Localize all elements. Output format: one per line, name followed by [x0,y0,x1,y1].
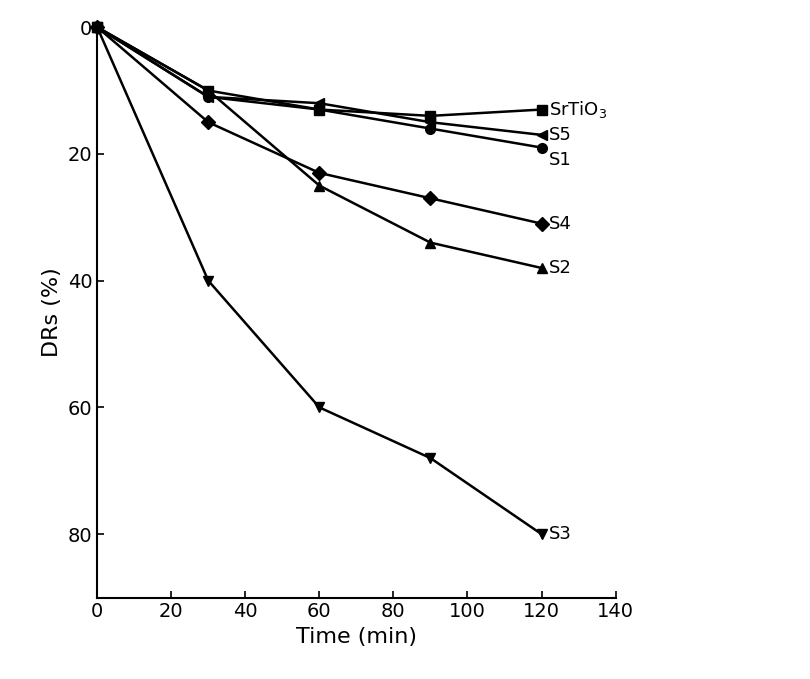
Y-axis label: DRs (%): DRs (%) [42,268,62,357]
Text: S4: S4 [549,215,572,233]
Text: S3: S3 [549,525,572,543]
Text: S1: S1 [549,151,572,169]
Text: S2: S2 [549,259,572,277]
Text: S5: S5 [549,126,572,144]
X-axis label: Time (min): Time (min) [296,627,417,647]
Text: SrTiO$_3$: SrTiO$_3$ [549,99,607,120]
